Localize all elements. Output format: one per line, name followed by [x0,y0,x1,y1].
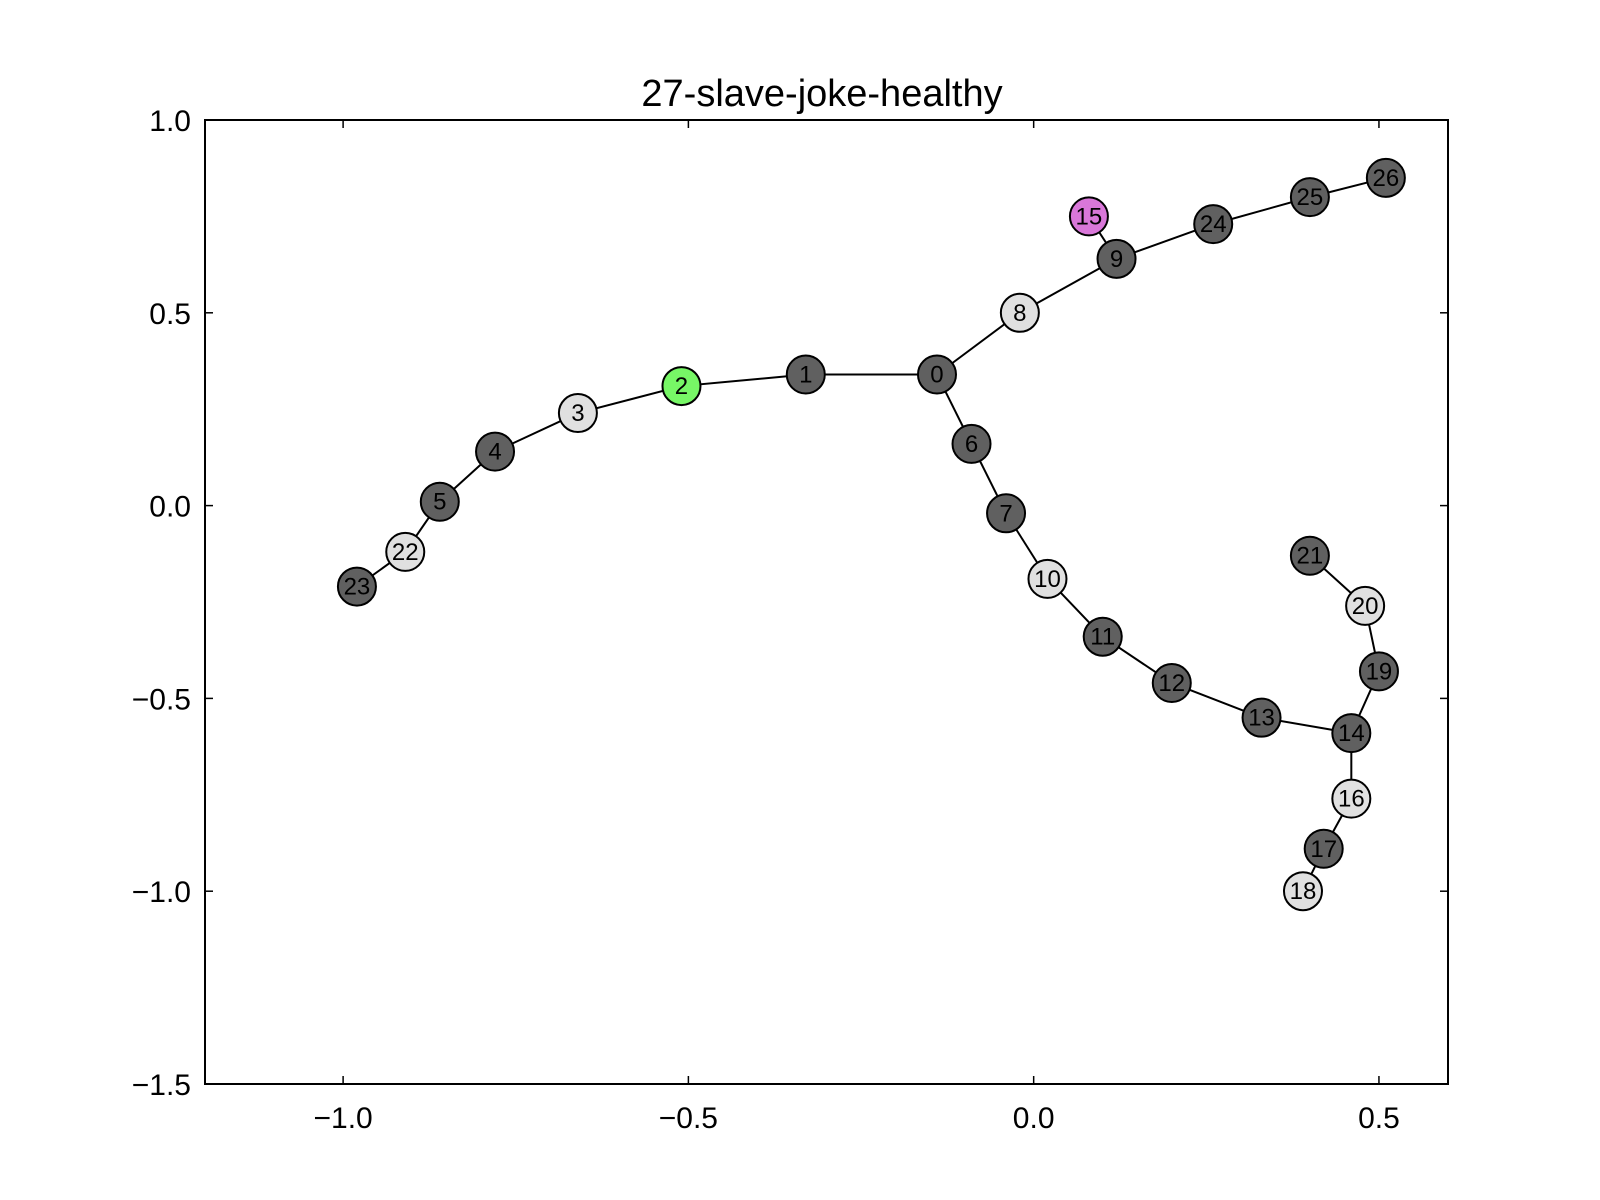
node-label: 14 [1338,720,1365,747]
node-13: 13 [1241,697,1282,738]
node-10: 10 [1027,558,1068,599]
node-circle [1096,238,1137,279]
plot-frame [204,119,1449,1085]
node-label: 24 [1200,211,1227,238]
node-circle [785,354,826,395]
node-circle [1358,651,1399,692]
node-circle [916,354,957,395]
node-20: 20 [1345,585,1386,626]
node-label: 1 [799,361,812,388]
node-23: 23 [336,566,377,607]
node-label: 15 [1076,203,1103,230]
node-21: 21 [1289,535,1330,576]
node-circle [1282,871,1323,912]
node-circle [1345,585,1386,626]
node-label: 17 [1310,836,1337,863]
node-label: 18 [1290,878,1317,905]
node-0: 0 [916,354,957,395]
node-2: 2 [661,366,702,407]
edge-1-2 [681,373,806,388]
node-17: 17 [1303,828,1344,869]
node-label: 9 [1110,246,1123,273]
node-19: 19 [1358,651,1399,692]
node-circle [661,366,702,407]
node-1: 1 [785,354,826,395]
node-circle [385,531,426,572]
node-11: 11 [1082,616,1123,657]
node-label: 12 [1158,670,1185,697]
y-tick-label: −0.5 [132,683,191,716]
node-circle [1068,196,1109,237]
node-label: 13 [1248,705,1275,732]
node-label: 25 [1297,184,1324,211]
node-circle [557,393,598,434]
node-circle [1082,616,1123,657]
node-15: 15 [1068,196,1109,237]
edges-layer [356,176,1387,892]
y-tick-label: 1.0 [149,105,191,138]
node-24: 24 [1193,204,1234,245]
node-circle [1193,204,1234,245]
node-5: 5 [419,481,460,522]
node-circle [951,423,992,464]
x-tick-label: 0.0 [1013,1102,1055,1135]
chart-title: 27-slave-joke-healthy [641,73,1002,115]
y-tick-label: 0.5 [149,298,191,331]
node-label: 20 [1352,593,1379,620]
nodes-layer: 0123456789101112131415161718192021222324… [336,157,1406,912]
node-6: 6 [951,423,992,464]
node-22: 22 [385,531,426,572]
node-label: 5 [433,489,446,516]
node-label: 22 [392,539,419,566]
node-circle [1289,535,1330,576]
node-circle [1241,697,1282,738]
node-label: 23 [344,574,371,601]
y-tick-label: 0.0 [149,491,191,524]
node-4: 4 [475,431,516,472]
node-circle [1365,157,1406,198]
node-circle [1151,662,1192,703]
node-circle [419,481,460,522]
node-label: 26 [1372,165,1399,192]
node-circle [1027,558,1068,599]
node-3: 3 [557,393,598,434]
node-label: 21 [1297,543,1324,570]
node-16: 16 [1331,778,1372,819]
node-circle [1331,778,1372,819]
node-label: 0 [930,361,943,388]
y-tick-label: −1.5 [132,1069,191,1102]
node-circle [986,493,1027,534]
node-label: 16 [1338,786,1365,813]
node-label: 11 [1090,624,1115,651]
x-tick-label: −1.0 [313,1102,372,1135]
node-circle [336,566,377,607]
node-26: 26 [1365,157,1406,198]
node-label: 19 [1366,658,1393,685]
node-12: 12 [1151,662,1192,703]
node-circle [1303,828,1344,869]
node-7: 7 [986,493,1027,534]
x-tick-label: −0.5 [659,1102,718,1135]
node-25: 25 [1289,177,1330,218]
node-label: 3 [571,400,584,427]
axes-layer: −1.0 −0.5 0.0 0.5 1.0 0.5 0.0 −0.5 −1.0 −1.5 [132,105,1449,1135]
node-circle [1331,713,1372,754]
y-tick-label: −1.0 [132,876,191,909]
node-18: 18 [1282,871,1323,912]
node-label: 4 [488,439,501,466]
node-label: 2 [675,373,688,400]
node-circle [999,292,1040,333]
node-label: 6 [965,431,978,458]
node-label: 8 [1013,300,1026,327]
node-label: 10 [1034,566,1061,593]
node-label: 7 [999,500,1012,527]
node-14: 14 [1331,713,1372,754]
node-circle [475,431,516,472]
node-circle [1289,177,1330,218]
node-9: 9 [1096,238,1137,279]
x-tick-label: 0.5 [1358,1102,1400,1135]
node-8: 8 [999,292,1040,333]
